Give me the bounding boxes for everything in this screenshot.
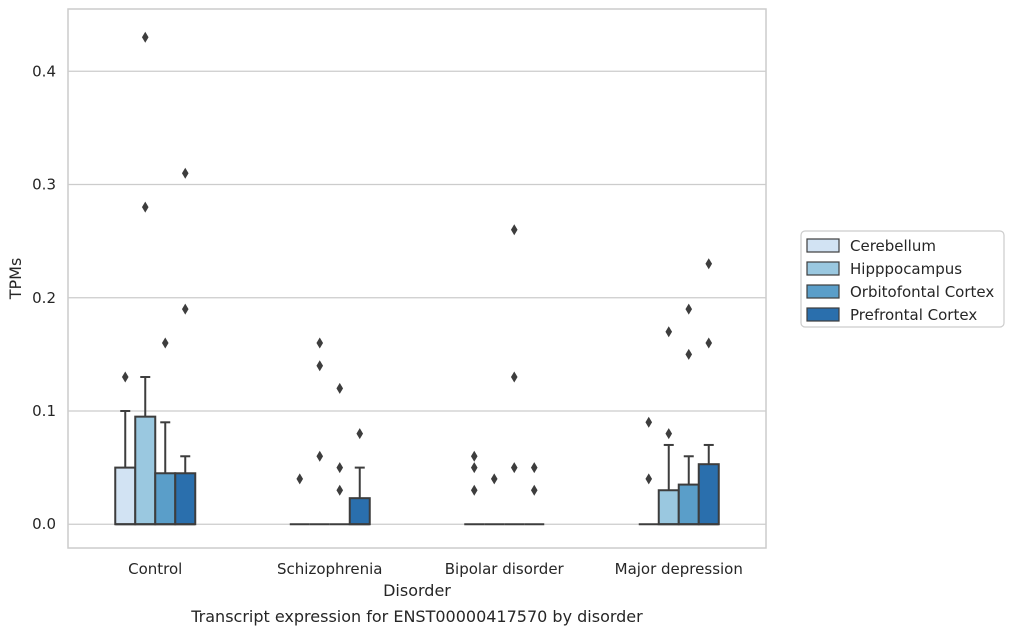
box-3-2 xyxy=(677,455,700,526)
outlier-marker xyxy=(316,360,324,372)
y-tick-label: 0.1 xyxy=(32,402,56,420)
legend-label: Hipppocampus xyxy=(850,260,962,278)
outlier-marker xyxy=(705,337,713,349)
outlier-marker xyxy=(685,303,693,315)
outlier-marker xyxy=(121,371,129,383)
box-rect xyxy=(677,483,700,526)
plot-frame xyxy=(67,8,767,549)
outlier-marker xyxy=(470,484,478,496)
legend-label: Prefrontal Cortex xyxy=(850,306,977,324)
box-1-3 xyxy=(348,466,371,526)
y-tick-label: 0.2 xyxy=(32,289,56,307)
outlier-marker xyxy=(296,473,304,485)
outlier-marker xyxy=(510,371,518,383)
y-axis-label: TPMs xyxy=(6,258,25,301)
outlier-marker xyxy=(336,484,344,496)
legend-swatch xyxy=(806,284,840,299)
outlier-marker xyxy=(530,462,538,474)
x-tick-label: Major depression xyxy=(615,560,743,578)
legend-item: Hipppocampus xyxy=(806,260,962,278)
outlier-marker xyxy=(316,450,324,462)
outlier-marker xyxy=(530,484,538,496)
outlier-marker xyxy=(161,337,169,349)
legend-item: Cerebellum xyxy=(806,237,936,255)
x-axis-ticks: Control Schizophrenia Bipolar disorder Majo… xyxy=(128,560,743,578)
box-rect xyxy=(697,463,720,526)
outlier-marker xyxy=(141,201,149,213)
box-3-1 xyxy=(657,443,680,526)
outlier-marker xyxy=(336,382,344,394)
outlier-marker xyxy=(181,303,189,315)
outlier-marker xyxy=(645,416,653,428)
outlier-marker xyxy=(141,31,149,43)
x-tick-label: Bipolar disorder xyxy=(445,560,565,578)
outlier-marker xyxy=(665,326,673,338)
outlier-marker xyxy=(470,450,478,462)
y-tick-label: 0.3 xyxy=(32,176,56,194)
box-0-3 xyxy=(174,455,197,526)
outlier-marker xyxy=(336,462,344,474)
boxes-layer xyxy=(114,376,720,526)
y-axis-ticks: 0.0 0.1 0.2 0.3 0.4 xyxy=(32,62,56,533)
box-rect xyxy=(348,497,371,526)
legend-item: Prefrontal Cortex xyxy=(806,306,977,324)
box-rect xyxy=(174,472,197,526)
outliers-layer xyxy=(121,31,713,496)
legend-item: Orbitofontal Cortex xyxy=(806,283,994,301)
chart-title: Transcript expression for ENST0000041757… xyxy=(190,607,643,626)
x-tick-label: Control xyxy=(128,560,182,578)
x-tick-label: Schizophrenia xyxy=(277,560,382,578)
outlier-marker xyxy=(510,224,518,236)
box-rect xyxy=(154,472,177,526)
box-0-1 xyxy=(134,376,157,526)
box-rect xyxy=(134,415,157,526)
box-rect xyxy=(657,489,680,526)
legend-swatch xyxy=(806,261,840,276)
outlier-marker xyxy=(490,473,498,485)
outlier-marker xyxy=(510,462,518,474)
legend: Cerebellum Hipppocampus Orbitofontal Corte… xyxy=(800,230,1005,328)
box-0-0 xyxy=(114,409,137,526)
outlier-marker xyxy=(181,167,189,179)
x-axis-label: Disorder xyxy=(383,581,451,600)
plot-area xyxy=(68,9,766,548)
legend-swatch xyxy=(806,307,840,322)
outlier-marker xyxy=(685,348,693,360)
box-rect xyxy=(114,466,137,526)
y-tick-label: 0.4 xyxy=(32,62,56,80)
legend-swatch xyxy=(806,238,840,253)
y-tick-label: 0.0 xyxy=(32,515,56,533)
outlier-marker xyxy=(356,428,364,440)
legend-label: Orbitofontal Cortex xyxy=(850,283,994,301)
outlier-marker xyxy=(470,462,478,474)
legend-label: Cerebellum xyxy=(850,237,936,255)
legend-frame xyxy=(800,230,1005,328)
outlier-marker xyxy=(645,473,653,485)
box-3-3 xyxy=(697,443,720,526)
outlier-marker xyxy=(316,337,324,349)
outlier-marker xyxy=(705,258,713,270)
outlier-marker xyxy=(665,428,673,440)
